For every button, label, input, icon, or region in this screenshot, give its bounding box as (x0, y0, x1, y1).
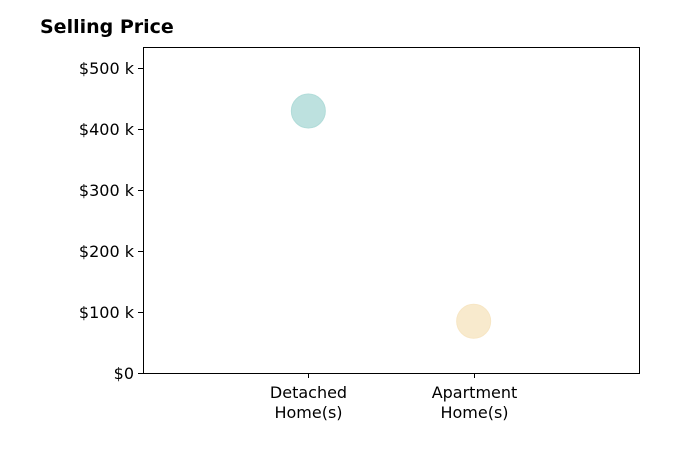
x-tick-label: Apartment Home(s) (432, 383, 518, 422)
x-axis: Detached Home(s) Apartment Home(s) (270, 373, 517, 422)
y-tick-label: $0 (114, 364, 134, 383)
y-tick-label: $100 k (79, 303, 135, 322)
x-tick-label: Detached Home(s) (270, 383, 347, 422)
y-tick-label: $300 k (79, 181, 135, 200)
y-axis: $0 $100 k $200 k $300 k $400 k $500 k (79, 59, 143, 383)
data-point (290, 93, 326, 129)
plot-frame (143, 47, 640, 374)
data-points (290, 93, 492, 339)
y-tick-label: $200 k (79, 242, 135, 261)
chart-title: Selling Price (40, 16, 174, 38)
data-point (456, 303, 492, 339)
y-tick-label: $500 k (79, 59, 135, 78)
y-tick-label: $400 k (79, 120, 135, 139)
